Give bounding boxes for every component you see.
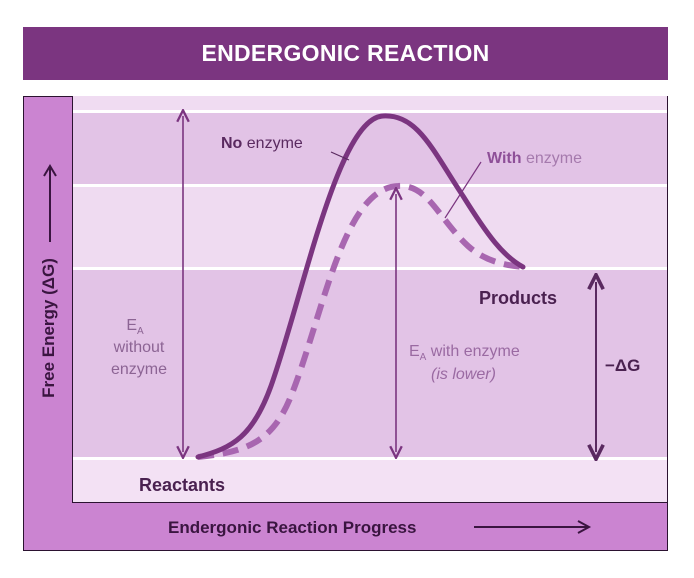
band-bottom — [73, 460, 667, 502]
band-lower — [73, 270, 667, 457]
svg-text:enzyme: enzyme — [111, 361, 167, 378]
band-peak — [73, 113, 667, 184]
no-enzyme-label: No enzyme — [221, 135, 303, 152]
no-enzyme-leader — [330, 151, 350, 161]
title-bar: ENDERGONIC REACTION — [23, 27, 668, 80]
ea-with-label: EA with enzyme (is lower) — [409, 343, 520, 383]
svg-text:(is lower): (is lower) — [431, 366, 496, 383]
with-enzyme-label: With enzyme — [487, 150, 582, 167]
curves-layer: No enzyme With enzyme Products Reactants… — [111, 96, 640, 495]
x-axis-arrow-icon — [474, 520, 592, 534]
reactants-label: Reactants — [139, 475, 225, 495]
y-axis-arrow-icon — [43, 164, 57, 242]
products-label: Products — [479, 288, 557, 308]
y-axis-label: Free Energy (ΔG) — [39, 258, 58, 398]
curve-with-enzyme — [197, 182, 524, 460]
y-axis-label-area: Free Energy (ΔG) — [26, 96, 70, 503]
delta-g-label: −ΔG — [605, 356, 640, 375]
x-axis-label: Endergonic Reaction Progress — [168, 518, 416, 537]
plot-area: No enzyme With enzyme Products Reactants… — [72, 96, 667, 503]
gridline — [73, 110, 667, 113]
with-enzyme-leader — [444, 161, 482, 219]
svg-text:without: without — [113, 339, 165, 356]
ea-without-label: EA without enzyme — [111, 317, 167, 378]
curve-no-enzyme — [195, 113, 526, 460]
gridline — [73, 267, 667, 270]
band-top — [73, 96, 667, 110]
svg-text:EA with enzyme: EA with enzyme — [409, 343, 520, 363]
svg-text:EA: EA — [126, 317, 144, 337]
gridline — [73, 184, 667, 187]
x-axis-label-area: Endergonic Reaction Progress — [72, 503, 667, 549]
gridline — [73, 457, 667, 460]
diagram-title: ENDERGONIC REACTION — [201, 40, 490, 66]
